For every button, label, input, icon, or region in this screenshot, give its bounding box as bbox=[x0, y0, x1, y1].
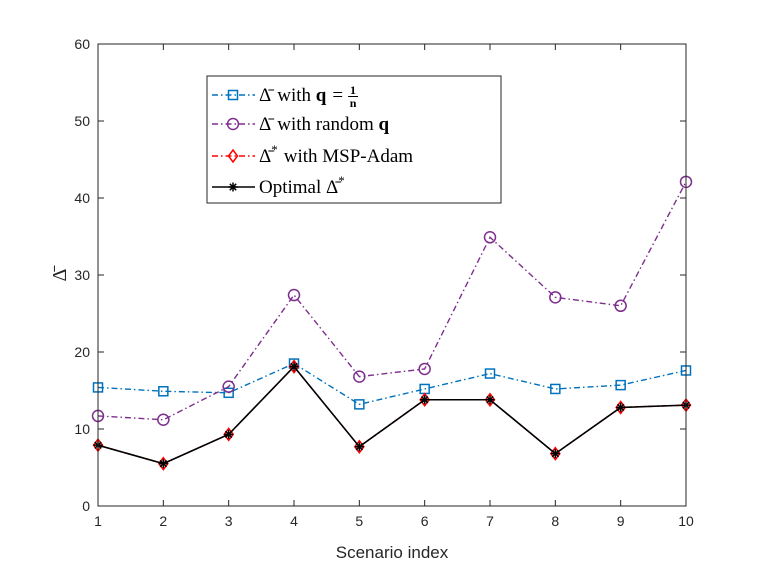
x-tick-label: 6 bbox=[421, 513, 429, 529]
y-axis-label: Δ̄ bbox=[49, 265, 71, 282]
legend-symbol: Δ̄ bbox=[259, 85, 274, 106]
data-point bbox=[550, 383, 561, 395]
legend-symbol: Δ̄ bbox=[259, 114, 274, 135]
data-point bbox=[550, 449, 560, 459]
data-point bbox=[222, 380, 235, 393]
legend-marker bbox=[226, 117, 240, 131]
series-1 bbox=[91, 175, 693, 427]
data-point bbox=[418, 362, 431, 376]
data-point bbox=[484, 368, 496, 379]
legend-label: Optimal Δ̄* bbox=[259, 173, 345, 198]
y-tick-label: 40 bbox=[74, 190, 90, 206]
legend-marker bbox=[227, 148, 239, 164]
data-point bbox=[420, 395, 430, 405]
legend-superscript: * bbox=[271, 142, 278, 157]
legend-text: with MSP-Adam bbox=[284, 146, 414, 167]
x-tick-label: 4 bbox=[290, 513, 298, 529]
legend-text: Optimal bbox=[259, 177, 321, 198]
data-point bbox=[614, 299, 627, 313]
legend-bold-symbol: q bbox=[316, 85, 327, 106]
legend-marker bbox=[228, 182, 238, 192]
legend-entry: Δ̄* with MSP-Adam bbox=[212, 142, 413, 167]
legend-entry: Δ̄ with q = 1n bbox=[212, 83, 359, 110]
x-tick-label: 9 bbox=[617, 513, 625, 529]
x-axis-label: Scenario index bbox=[336, 543, 449, 562]
legend-entry: Optimal Δ̄* bbox=[212, 173, 345, 198]
series-2 bbox=[92, 359, 692, 471]
x-tick-label: 10 bbox=[678, 513, 694, 529]
y-tick-label: 0 bbox=[82, 498, 90, 514]
data-point bbox=[223, 387, 234, 399]
y-tick-label: 60 bbox=[74, 36, 90, 52]
data-point bbox=[354, 399, 365, 410]
x-tick-label: 5 bbox=[355, 513, 363, 529]
data-point bbox=[549, 291, 562, 304]
y-tick-label: 10 bbox=[74, 421, 90, 437]
legend-label: Δ̄ with q = bbox=[259, 85, 343, 106]
legend-text: with bbox=[277, 85, 311, 106]
legend-marker bbox=[227, 89, 239, 101]
series-line bbox=[97, 362, 687, 406]
data-point bbox=[615, 379, 626, 391]
x-tick-label: 1 bbox=[94, 513, 102, 529]
data-point bbox=[158, 386, 169, 397]
data-point bbox=[485, 395, 495, 405]
y-tick-label: 30 bbox=[74, 267, 90, 283]
data-point bbox=[287, 288, 301, 302]
legend-box bbox=[206, 75, 502, 204]
legend-bold-symbol: q bbox=[379, 114, 390, 135]
data-point bbox=[224, 429, 234, 439]
data-point bbox=[616, 402, 626, 412]
x-tick-label: 3 bbox=[225, 513, 233, 529]
legend-symbol: Δ̄ bbox=[326, 177, 341, 198]
data-point bbox=[157, 413, 170, 427]
y-tick-label: 50 bbox=[74, 113, 90, 129]
legend-label: Δ̄ with random q bbox=[259, 114, 390, 135]
series-line bbox=[97, 365, 687, 465]
legend: Δ̄ with q = 1nΔ̄ with random qΔ̄* with MSP-Ad… bbox=[206, 75, 502, 204]
legend-fraction-numerator: 1 bbox=[350, 83, 356, 97]
legend-superscript: * bbox=[338, 173, 345, 188]
series-line bbox=[97, 365, 687, 465]
series-3 bbox=[93, 362, 691, 469]
legend-text: with random bbox=[277, 114, 374, 135]
series-line bbox=[97, 181, 687, 421]
y-tick-label: 20 bbox=[74, 344, 90, 360]
x-tick-label: 2 bbox=[159, 513, 167, 529]
data-point bbox=[354, 442, 364, 452]
legend-equals: = bbox=[332, 85, 343, 106]
data-point bbox=[483, 231, 497, 244]
legend-fraction-denominator: n bbox=[350, 96, 357, 110]
x-tick-label: 8 bbox=[551, 513, 559, 529]
data-point bbox=[353, 370, 366, 383]
data-point bbox=[289, 362, 299, 372]
plot-area bbox=[91, 175, 693, 471]
x-tick-label: 7 bbox=[486, 513, 494, 529]
data-point bbox=[158, 459, 168, 469]
legend-label: Δ̄* with MSP-Adam bbox=[259, 142, 413, 167]
legend-entry: Δ̄ with random q bbox=[212, 114, 390, 135]
series-0 bbox=[92, 358, 692, 410]
legend-symbol: Δ̄ bbox=[259, 146, 274, 167]
axes: 1 2 3 4 5 6 7 8 9 10 0 10 20 30 40 50 60 bbox=[74, 36, 694, 529]
